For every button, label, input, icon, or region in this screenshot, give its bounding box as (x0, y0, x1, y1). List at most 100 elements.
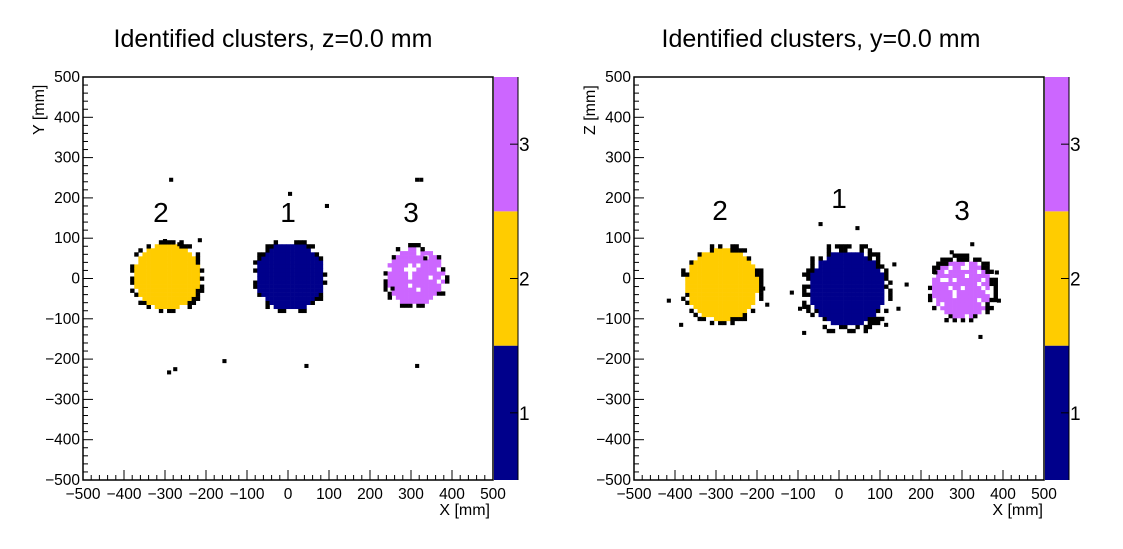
cluster-cell (701, 292, 707, 297)
cluster-cell (395, 291, 401, 296)
cluster-cell (290, 272, 295, 277)
cluster-cell (822, 260, 827, 265)
cluster-cell (154, 296, 160, 301)
cluster-cell (294, 272, 299, 277)
cluster-cell (867, 284, 873, 289)
cluster-cell (146, 268, 151, 273)
cluster-cell (871, 312, 877, 318)
cluster-cell (734, 288, 739, 293)
cluster-cell (395, 255, 401, 260)
cluster-cell (697, 292, 702, 297)
cluster-cell (810, 272, 815, 277)
cluster-cell (138, 272, 143, 277)
cluster-cell (863, 284, 868, 289)
cluster-cell (981, 301, 986, 307)
cluster-cell (730, 312, 735, 318)
cluster-cell (847, 280, 852, 285)
cluster-cell (880, 272, 885, 277)
cluster-cell (718, 288, 723, 293)
cluster-cell (863, 300, 868, 305)
cluster-cell (199, 288, 205, 293)
cluster-cell (693, 296, 698, 301)
cluster-cell (150, 268, 156, 273)
cluster-cell (399, 251, 405, 256)
cluster-cell (265, 300, 270, 305)
cluster-cell (948, 269, 953, 274)
cluster-cell (960, 313, 966, 319)
cluster-cell (298, 268, 303, 273)
cluster-cell (718, 296, 723, 301)
y-tick-label: 300 (605, 150, 631, 167)
cluster-cell (314, 264, 320, 269)
cluster-cell (871, 276, 877, 281)
cluster-cell (693, 276, 698, 281)
cluster-cell (432, 287, 438, 292)
cluster-cell (158, 268, 164, 273)
cluster-cell (183, 284, 188, 289)
cluster-cell (685, 272, 690, 277)
cluster-cell (318, 284, 324, 289)
cluster-cell (420, 263, 425, 268)
cluster-cell (948, 301, 953, 307)
cluster-cell (199, 284, 205, 289)
cluster-cell (298, 280, 303, 285)
cluster-cell (154, 276, 160, 281)
cluster-cell (171, 240, 176, 245)
cluster-cell (432, 259, 438, 264)
cluster-cell (814, 276, 819, 281)
cluster-cell (734, 280, 739, 285)
cluster-cell (391, 259, 397, 264)
cluster-cell (183, 288, 188, 293)
cluster-cell (285, 268, 291, 273)
cluster-cell (158, 304, 164, 310)
y-tick-label: −400 (45, 432, 80, 449)
noise-point (978, 334, 983, 339)
cluster-cell (314, 256, 320, 261)
cluster-cell (310, 280, 315, 285)
cluster-cell (859, 304, 864, 310)
cluster-cell (867, 264, 873, 269)
cluster-cell (408, 279, 413, 284)
cluster-cell (314, 252, 320, 257)
cluster-cell (294, 280, 299, 285)
cluster-cell (726, 296, 731, 301)
cluster-cell (408, 247, 413, 252)
cluster-cell (134, 272, 139, 277)
cluster-cell (822, 264, 827, 269)
cluster-cell (843, 300, 848, 305)
cluster-cell (420, 295, 425, 300)
cluster-cell (726, 300, 731, 305)
cluster-cell (154, 252, 160, 257)
cluster-cell (269, 280, 274, 285)
cluster-cell (948, 309, 953, 315)
cluster-cell (810, 264, 815, 269)
cluster-cell (709, 244, 715, 249)
cluster-cell (294, 244, 299, 249)
noise-point (789, 290, 794, 295)
cluster-cell (960, 293, 966, 299)
cluster-cell (940, 293, 945, 299)
x-tick-label: 100 (316, 486, 342, 503)
cluster-cell (847, 304, 852, 310)
cluster-cell (281, 288, 287, 293)
cluster-cell (277, 260, 283, 265)
cluster-cell (408, 287, 413, 292)
cluster-cell (843, 316, 848, 322)
cluster-cell (964, 261, 970, 266)
cluster-cell (191, 296, 197, 301)
cluster-cell (834, 300, 840, 305)
cluster-cell (162, 296, 168, 301)
cluster-cell (818, 292, 823, 297)
cluster-cell (162, 264, 168, 269)
cluster-cell (859, 320, 864, 326)
cluster-cell (436, 255, 442, 260)
cluster-cell (989, 269, 994, 274)
cluster-cell (302, 244, 307, 249)
cluster-cell (285, 252, 291, 257)
cluster-cell (718, 268, 723, 273)
cluster-cell (952, 281, 957, 287)
cluster-cell (985, 285, 990, 291)
cluster-cell (738, 316, 743, 322)
cluster-cell (871, 284, 877, 289)
cluster-cell (253, 260, 258, 265)
